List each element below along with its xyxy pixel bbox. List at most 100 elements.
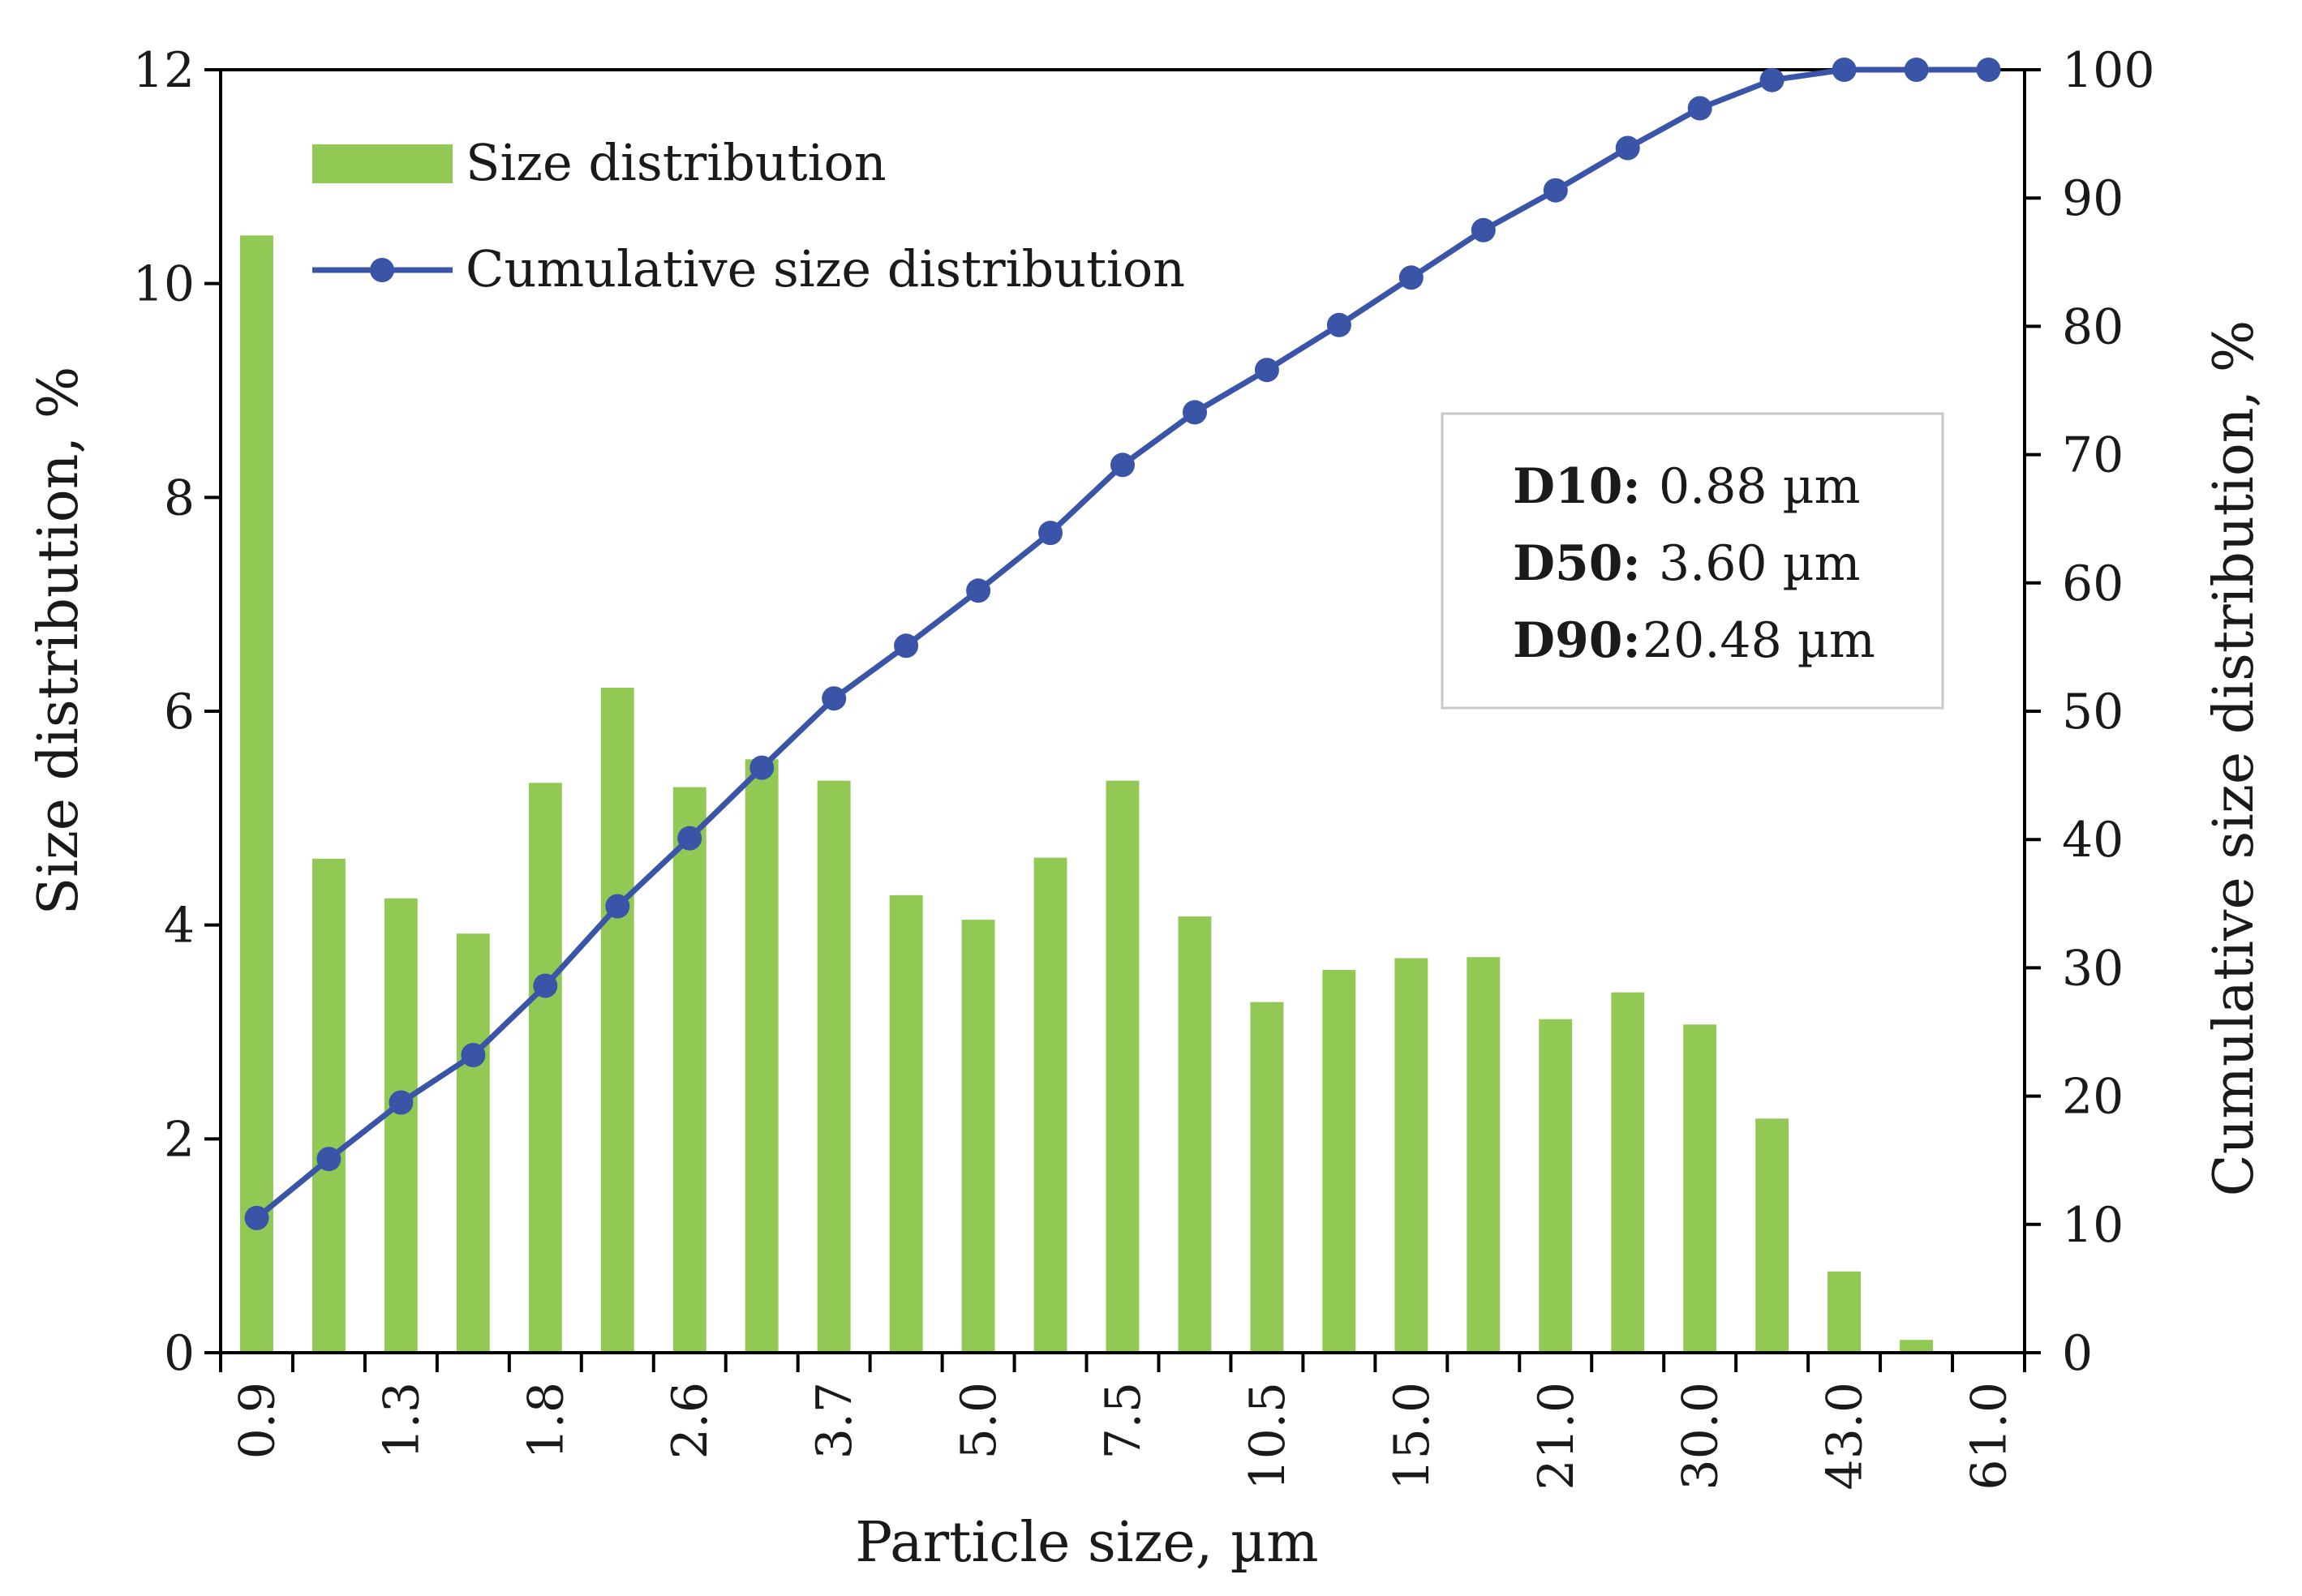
bar-18 (1539, 1019, 1573, 1353)
y-right-tick-label-8: 80 (2062, 298, 2124, 355)
bar-22 (1827, 1271, 1861, 1353)
y-left-tick-label-2: 4 (164, 898, 195, 955)
legend-label-cumulative: Cumulative size distribution (466, 239, 1185, 298)
bar-3 (456, 933, 490, 1353)
bar-8 (817, 780, 851, 1353)
cumulative-point-0 (244, 1205, 269, 1230)
cumulative-line-layer (244, 58, 2001, 1230)
bar-23 (1900, 1340, 1933, 1353)
cumulative-point-1 (316, 1147, 341, 1172)
cumulative-point-14 (1254, 358, 1279, 383)
stat-d10-label: D10: (1513, 458, 1641, 515)
legend: Size distribution Cumulative size distri… (312, 133, 1185, 298)
cumulative-point-23 (1904, 58, 1929, 82)
cumulative-point-8 (822, 686, 847, 711)
stats-box: D10: 0.88 µm D50: 3.60 µm D90: 20.48 µm (1441, 412, 1944, 710)
x-axis-title: Particle size, µm (855, 1511, 1318, 1575)
x-tick-label-11: 43.0 (1817, 1382, 1874, 1491)
y-left-tick-label-3: 6 (164, 684, 195, 740)
y-right-tick-label-2: 20 (2062, 1069, 2124, 1126)
y-left-tick-label-5: 10 (133, 256, 195, 313)
bar-12 (1106, 780, 1140, 1353)
y-axis-left-title: Size distribution, % (27, 367, 91, 916)
cumulative-point-15 (1326, 312, 1351, 337)
stat-d90-label: D90: (1513, 612, 1641, 669)
bar-13 (1178, 916, 1212, 1353)
stat-d50: D50: 3.60 µm (1513, 535, 1861, 592)
cumulative-point-9 (894, 633, 919, 659)
x-tick-label-10: 30.0 (1673, 1382, 1729, 1491)
y-right-tick-label-4: 40 (2062, 812, 2124, 869)
y-right-tick-label-10: 100 (2062, 42, 2155, 99)
cumulative-point-12 (1110, 453, 1135, 478)
y-left-tick-label-1: 2 (164, 1111, 195, 1168)
bar-5 (600, 688, 634, 1353)
x-tick-label-5: 5.0 (951, 1382, 1007, 1459)
bar-21 (1755, 1118, 1789, 1353)
bar-20 (1683, 1024, 1717, 1353)
bar-6 (672, 787, 706, 1353)
bar-7 (745, 759, 779, 1353)
cumulative-point-6 (677, 826, 702, 851)
bar-9 (889, 895, 923, 1353)
legend-label-size-distribution: Size distribution (466, 133, 887, 192)
stat-d90-value: 20.48 µm (1643, 612, 1875, 669)
stat-d10-value: 0.88 µm (1659, 458, 1861, 515)
x-tick-label-3: 2.6 (662, 1382, 719, 1459)
bar-16 (1394, 958, 1428, 1353)
y-left-tick-label-6: 12 (133, 42, 195, 99)
cumulative-point-2 (389, 1090, 414, 1115)
cumulative-point-24 (1976, 58, 2001, 82)
y-right-tick-label-5: 50 (2062, 684, 2124, 740)
cumulative-point-11 (1038, 521, 1063, 546)
cumulative-point-13 (1183, 400, 1207, 425)
stat-d90: D90: 20.48 µm (1513, 612, 1875, 669)
x-tick-label-12: 61.0 (1961, 1382, 2018, 1491)
y-right-tick-label-7: 70 (2062, 427, 2124, 484)
stat-d10: D10: 0.88 µm (1513, 458, 1861, 515)
bar-17 (1467, 957, 1501, 1353)
y-right-tick-label-0: 0 (2062, 1325, 2093, 1382)
legend-bar-swatch (312, 144, 453, 183)
stat-d50-value: 3.60 µm (1659, 535, 1861, 592)
x-tick-label-8: 15.0 (1384, 1382, 1441, 1491)
bar-19 (1611, 992, 1645, 1353)
x-tick-label-2: 1.8 (518, 1382, 574, 1459)
x-tick-label-6: 7.5 (1095, 1382, 1152, 1459)
cumulative-point-19 (1615, 135, 1640, 161)
bar-1 (312, 858, 346, 1353)
cumulative-point-20 (1687, 96, 1712, 121)
cumulative-point-5 (605, 894, 630, 919)
axes-layer: 0 2 4 6 8 10 12 0 10 20 30 40 50 60 70 80 90 100 0.9 1.3 1.8… (133, 42, 2155, 1491)
cumulative-point-18 (1543, 178, 1568, 203)
cumulative-point-10 (966, 578, 991, 603)
x-tick-label-0: 0.9 (230, 1382, 286, 1459)
y-right-tick-label-3: 30 (2062, 940, 2124, 997)
cumulative-point-22 (1832, 58, 1857, 82)
bar-2 (384, 898, 418, 1353)
bar-14 (1250, 1002, 1284, 1353)
x-tick-label-4: 3.7 (806, 1382, 863, 1459)
y-axis-right-title: Cumulative size distribution, % (2202, 320, 2266, 1197)
bar-10 (961, 920, 995, 1353)
cumulative-point-17 (1471, 217, 1496, 242)
legend-line-marker (370, 258, 394, 282)
x-tick-label-9: 21.0 (1528, 1382, 1585, 1491)
x-tick-label-7: 10.5 (1239, 1382, 1296, 1491)
y-right-tick-label-6: 60 (2062, 556, 2124, 612)
x-tick-label-1: 1.3 (373, 1382, 430, 1459)
cumulative-point-3 (461, 1043, 486, 1067)
bar-11 (1033, 857, 1067, 1353)
y-left-tick-label-4: 8 (164, 470, 195, 526)
bars-layer (240, 235, 1933, 1353)
stat-d50-label: D50: (1513, 535, 1641, 592)
y-right-tick-label-1: 10 (2062, 1197, 2124, 1254)
cumulative-point-21 (1759, 67, 1784, 92)
y-right-tick-label-9: 90 (2062, 170, 2124, 227)
y-left-tick-label-0: 0 (164, 1325, 195, 1382)
stats-box-border (1441, 412, 1944, 710)
cumulative-point-4 (533, 973, 558, 998)
bar-15 (1322, 970, 1356, 1353)
